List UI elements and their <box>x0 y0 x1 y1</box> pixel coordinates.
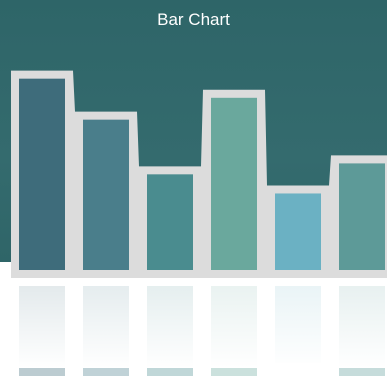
bar-frames <box>11 70 387 278</box>
bar-frame-outline <box>11 70 387 278</box>
reflection-fade <box>0 278 387 368</box>
bar-4 <box>211 97 257 270</box>
bars <box>19 78 385 271</box>
bar-5 <box>275 193 321 270</box>
bar-2 <box>83 119 129 271</box>
bar-6 <box>339 163 385 270</box>
chart-title: Bar Chart <box>157 10 230 29</box>
bar-1 <box>19 78 65 271</box>
bar-3 <box>147 174 193 270</box>
